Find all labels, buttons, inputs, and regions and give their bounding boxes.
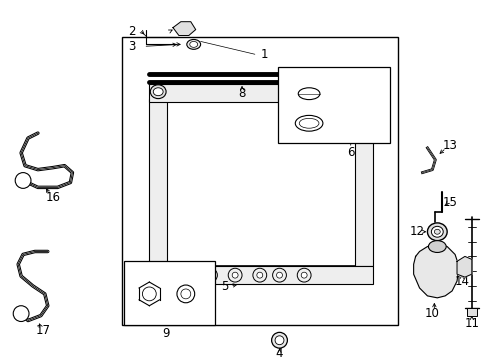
Bar [149,84,372,102]
Circle shape [297,268,310,282]
Circle shape [256,272,262,278]
Bar [277,67,389,143]
Circle shape [252,268,266,282]
Circle shape [15,172,31,188]
Bar [122,37,397,325]
Circle shape [301,272,306,278]
Ellipse shape [427,240,445,252]
Bar [153,99,368,266]
Text: 17: 17 [35,324,50,337]
Bar [466,308,476,316]
Circle shape [232,272,238,278]
Text: 14: 14 [453,275,468,288]
Circle shape [272,268,286,282]
Text: 10: 10 [424,307,439,320]
Text: 6: 6 [346,147,353,159]
Ellipse shape [427,223,446,240]
Circle shape [203,268,217,282]
Text: 9: 9 [162,327,169,340]
Text: 13: 13 [442,139,457,153]
Polygon shape [456,256,471,277]
Circle shape [207,272,213,278]
Ellipse shape [150,85,166,99]
Text: 11: 11 [464,317,478,330]
Bar [359,87,374,96]
Bar [149,266,372,284]
Circle shape [228,268,242,282]
Polygon shape [413,244,458,298]
Ellipse shape [344,86,358,97]
Bar [355,99,372,266]
Polygon shape [173,22,195,36]
Text: 16: 16 [45,191,60,204]
Ellipse shape [430,226,442,237]
Ellipse shape [340,83,362,100]
Ellipse shape [189,41,197,47]
Text: 7: 7 [377,71,384,84]
Text: 5: 5 [221,279,228,293]
Ellipse shape [153,88,163,96]
Ellipse shape [186,40,200,49]
Text: 15: 15 [442,196,457,209]
Ellipse shape [275,336,284,345]
Ellipse shape [271,332,287,348]
Text: 1: 1 [261,48,268,61]
Circle shape [13,306,29,321]
Circle shape [183,268,197,282]
Bar [123,261,215,325]
Text: 8: 8 [238,87,245,100]
Ellipse shape [433,229,439,234]
Bar [149,99,167,266]
Circle shape [187,272,193,278]
Text: 4: 4 [275,347,283,360]
Text: 12: 12 [409,225,424,238]
Text: 3: 3 [128,40,135,53]
Circle shape [276,272,282,278]
Text: 2: 2 [127,25,135,38]
